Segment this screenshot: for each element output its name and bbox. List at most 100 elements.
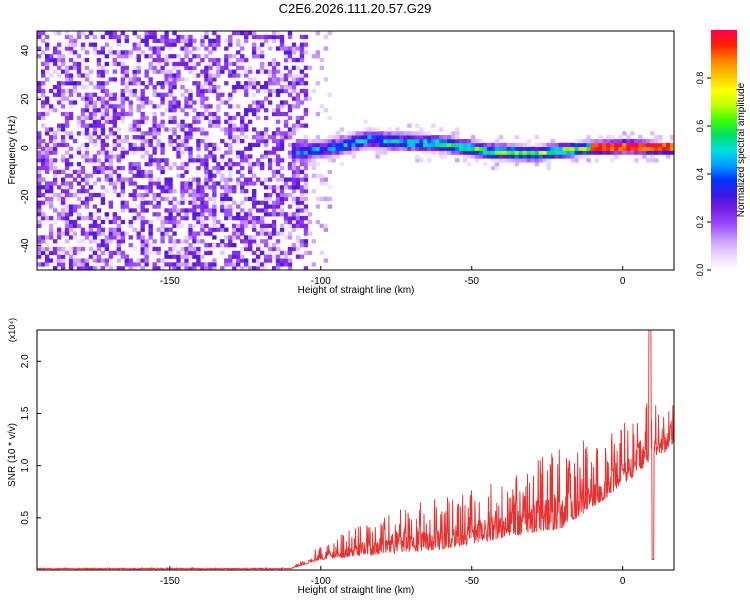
spectrogram-cell bbox=[124, 254, 129, 259]
spectrogram-cell bbox=[152, 69, 157, 74]
spectrogram-cell bbox=[37, 246, 42, 252]
spectrogram-cell bbox=[303, 208, 309, 213]
spectrogram-cell bbox=[192, 189, 197, 194]
spectrogram-cell bbox=[188, 92, 193, 97]
spectrogram-cell bbox=[650, 131, 655, 136]
spectrogram-cell bbox=[152, 131, 157, 136]
spectrogram-cell bbox=[212, 235, 217, 240]
spectrogram-cell bbox=[176, 104, 181, 109]
spectrogram-cell bbox=[212, 61, 217, 67]
spectrogram-cell bbox=[263, 262, 269, 267]
spectrogram-cell bbox=[184, 165, 189, 171]
spectrogram-cell bbox=[192, 208, 197, 213]
spectrogram-cell bbox=[204, 69, 209, 74]
spectrogram-cell bbox=[303, 196, 309, 202]
spectrogram-cell bbox=[64, 216, 70, 221]
spectrogram-cell bbox=[255, 34, 261, 40]
spectrogram-cell bbox=[92, 104, 98, 109]
spectrogram-cell bbox=[327, 92, 333, 97]
spectrogram-cell bbox=[152, 88, 157, 94]
spectrogram-cell bbox=[120, 239, 125, 244]
spectrogram-cell bbox=[204, 200, 209, 205]
spectrogram-cell bbox=[44, 65, 50, 70]
spectrogram-cell bbox=[208, 84, 213, 90]
spectrogram-cell bbox=[634, 138, 639, 144]
spectrogram-cell bbox=[263, 196, 269, 202]
spectrogram-cell bbox=[100, 108, 106, 113]
spectrogram-cell bbox=[530, 158, 536, 163]
spectrogram-cell bbox=[634, 142, 639, 148]
spectrogram-cell bbox=[415, 146, 420, 151]
spectrogram-cell bbox=[136, 204, 141, 209]
spectrogram-cell bbox=[144, 42, 149, 47]
spectrogram-cell bbox=[486, 142, 492, 148]
spectrogram-cell bbox=[263, 227, 269, 232]
spectrogram-cell bbox=[415, 135, 420, 140]
spectrogram-cell bbox=[200, 204, 205, 209]
figure-title: C2E6.2026.111.20.57.G29 bbox=[279, 1, 432, 16]
spectrogram-cell bbox=[80, 108, 86, 113]
spectrogram-cell bbox=[184, 246, 189, 252]
spectrogram-cell bbox=[92, 231, 98, 236]
spectrogram-cell bbox=[224, 54, 229, 59]
spectrogram-cell bbox=[224, 100, 229, 105]
spectrogram-cell bbox=[44, 54, 50, 59]
spectrogram-cell bbox=[224, 235, 229, 240]
spectrogram-cell bbox=[64, 31, 70, 36]
spectrogram-cell bbox=[108, 204, 114, 209]
spectrogram-cell bbox=[212, 84, 217, 90]
spectrogram-cell bbox=[164, 231, 169, 236]
spectrogram-cell bbox=[100, 104, 106, 109]
spectrogram-cell bbox=[56, 50, 62, 55]
spectrogram-cell bbox=[251, 200, 257, 205]
spectrogram-cell bbox=[37, 31, 42, 36]
spectrogram-cell bbox=[128, 162, 133, 167]
spectrogram-cell bbox=[188, 135, 193, 140]
spectrogram-cell bbox=[371, 135, 376, 140]
spectrogram-cell bbox=[634, 150, 639, 155]
spectrogram-cell bbox=[184, 46, 189, 51]
spectrogram-cell bbox=[180, 123, 185, 128]
spectrogram-cell bbox=[112, 77, 118, 82]
spectrogram-cell bbox=[96, 69, 102, 74]
spectrogram-cell bbox=[283, 258, 289, 263]
spectrogram-cell bbox=[92, 115, 98, 121]
spectrogram-cell bbox=[443, 146, 448, 151]
spectrogram-cell bbox=[240, 165, 245, 171]
spectrogram-cell bbox=[76, 162, 82, 167]
spectrogram-cell bbox=[176, 100, 181, 105]
spectrogram-cell bbox=[84, 127, 90, 132]
spectrogram-cell bbox=[180, 200, 185, 205]
spectrogram-cell bbox=[267, 165, 273, 171]
spectrogram-cell bbox=[307, 142, 313, 148]
spectrogram-cell bbox=[391, 135, 396, 140]
spectrogram-cell bbox=[236, 212, 241, 217]
spectrogram-cell bbox=[160, 258, 165, 263]
spectrogram-cell bbox=[132, 189, 137, 194]
spectrogram-cell bbox=[232, 227, 237, 232]
spectrogram-cell bbox=[64, 231, 70, 236]
spectrogram-cell bbox=[160, 81, 165, 86]
spectrogram-cell bbox=[303, 158, 309, 163]
spectrogram-cell bbox=[267, 92, 273, 97]
spectrogram-cell bbox=[100, 258, 106, 263]
spectrogram-cell bbox=[37, 204, 42, 209]
spectrogram-cell bbox=[136, 262, 141, 267]
spectrogram-cell bbox=[48, 162, 54, 167]
spectrogram-cell bbox=[530, 146, 536, 151]
spectrogram-cell bbox=[283, 177, 289, 182]
spectrogram-cell bbox=[435, 142, 440, 148]
spectrogram-cell bbox=[128, 77, 133, 82]
spectrogram-cell bbox=[60, 208, 66, 213]
spectrogram-cell bbox=[88, 100, 94, 105]
spectrogram-cell bbox=[40, 239, 46, 244]
spectrogram-cell bbox=[216, 92, 221, 97]
spectrogram-cell bbox=[271, 204, 277, 209]
spectrogram-cell bbox=[68, 192, 74, 198]
spectrogram-cell bbox=[208, 77, 213, 82]
spectrogram-cell bbox=[84, 196, 90, 202]
spectrogram-cell bbox=[315, 50, 321, 55]
spectrogram-cell bbox=[56, 192, 62, 198]
spectrogram-cell bbox=[184, 123, 189, 128]
spectrogram-cell bbox=[108, 104, 114, 109]
